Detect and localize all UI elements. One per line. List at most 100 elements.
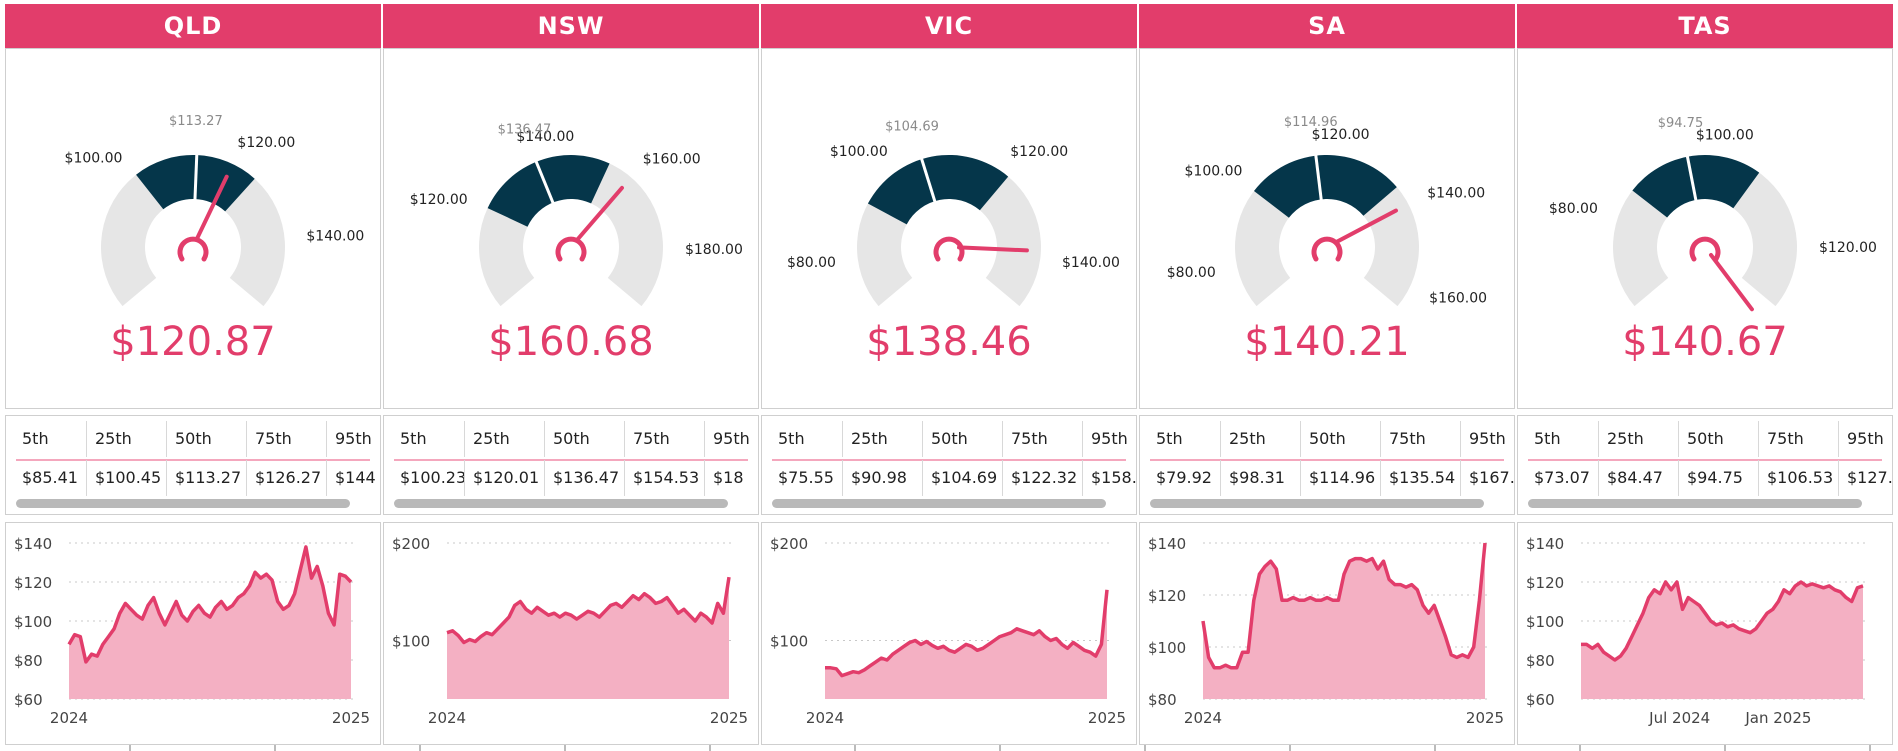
y-tick-label: $120 — [14, 574, 52, 592]
percentile-header[interactable]: 75th — [1758, 421, 1838, 457]
percentile-header[interactable]: 25th — [86, 421, 166, 457]
percentile-header[interactable]: 25th — [464, 421, 544, 457]
region-panel-sa: SA $80.00 $100.00 $120.00 $140.00 $160.00 $114… — [1139, 0, 1515, 745]
gauge-card[interactable]: $100.00 $120.00 $140.00 $113.27 $120.87 — [5, 48, 381, 409]
price-history-chart: $200 $100 2024 2025 — [770, 535, 1126, 727]
percentile-table[interactable]: 5th 25th 50th 75th 95th $73.07 $84.47 $94.75 $10… — [1517, 415, 1893, 515]
percentile-header[interactable]: 75th — [246, 421, 326, 457]
percentile-header[interactable]: 50th — [922, 421, 1002, 457]
gauge-needle — [956, 245, 1029, 253]
horizontal-scrollbar[interactable] — [394, 499, 728, 508]
price-line — [1201, 542, 1487, 670]
percentile-header[interactable]: 25th — [1598, 421, 1678, 457]
percentile-header[interactable]: 5th — [22, 429, 49, 448]
gauge-median-label: $94.75 — [1658, 116, 1704, 131]
gauge-hub — [1311, 236, 1343, 262]
region-title: TAS — [1517, 4, 1893, 48]
current-price: $160.68 — [488, 319, 654, 365]
gauge-chart: $100.00 $120.00 $140.00 $113.27 — [65, 114, 364, 307]
y-tick-label: $80 — [14, 652, 43, 670]
gauge-median-label: $104.69 — [885, 119, 939, 134]
gauge-card[interactable]: $80.00 $100.00 $120.00 $140.00 $104.69 $138.4… — [761, 48, 1137, 409]
gauge-card[interactable]: $80.00 $100.00 $120.00 $94.75 $140.67 — [1517, 48, 1893, 409]
percentile-header[interactable]: 95th — [1082, 421, 1136, 457]
percentile-value: $122.32 — [1002, 460, 1082, 496]
price-history-chart: $140 $120 $100 $80 $60 Jul 2024 Jan 2025 — [1526, 535, 1868, 727]
percentile-header[interactable]: 50th — [1678, 421, 1758, 457]
y-tick-label: $100 — [14, 613, 52, 631]
percentile-header[interactable]: 95th — [326, 421, 380, 457]
percentile-value-row: $73.07 $84.47$94.75$106.53$127.16 — [1528, 460, 1892, 496]
percentile-header[interactable]: 75th — [1002, 421, 1082, 457]
horizontal-scrollbar[interactable] — [1528, 499, 1862, 508]
x-tick-label: 2024 — [806, 709, 844, 727]
percentile-header[interactable]: 95th — [704, 421, 758, 457]
percentile-header[interactable]: 5th — [400, 429, 427, 448]
gauge-tick-label: $120.00 — [237, 135, 295, 151]
horizontal-scrollbar[interactable] — [1150, 499, 1484, 508]
percentile-header[interactable]: 5th — [1534, 429, 1561, 448]
price-history-chart-card[interactable]: $140 $120 $100 $80 $60 2024 2025 — [5, 522, 381, 745]
region-title: SA — [1139, 4, 1515, 48]
percentile-value: $73.07 — [1534, 468, 1590, 487]
gauge-hub — [933, 236, 965, 262]
percentile-header[interactable]: 5th — [778, 429, 805, 448]
gauge-card[interactable]: $120.00 $140.00 $160.00 $180.00 $136.47 $160.… — [383, 48, 759, 409]
gauge-tick-label: $160.00 — [1429, 291, 1487, 307]
y-tick-label: $60 — [14, 691, 43, 709]
y-tick-label: $140 — [14, 535, 52, 553]
percentile-value: $120.01 — [464, 460, 544, 496]
percentile-value: $114.96 — [1300, 460, 1380, 496]
price-history-chart-card[interactable]: $140 $120 $100 $80 2024 2025 — [1139, 522, 1515, 745]
price-history-chart-card[interactable]: $200 $100 2024 2025 — [761, 522, 1137, 745]
percentile-table[interactable]: 5th 25th 50th 75th 95th $85.41 $100.45 $113.27 $… — [5, 415, 381, 515]
region-title: VIC — [761, 4, 1137, 48]
gauge-tick-label: $80.00 — [787, 255, 836, 271]
percentile-table[interactable]: 5th 25th 50th 75th 95th $75.55 $90.98 $104.69 $1… — [761, 415, 1137, 515]
percentile-value-row: $79.92 $98.31$114.96$135.54$167.5 — [1150, 460, 1514, 496]
header-divider — [772, 459, 1126, 461]
price-line — [825, 589, 1109, 678]
price-history-chart-card[interactable]: $200 $100 2024 2025 — [383, 522, 759, 745]
horizontal-scrollbar[interactable] — [772, 499, 1106, 508]
price-line — [1581, 580, 1864, 662]
percentile-value: $167.5 — [1460, 460, 1514, 496]
gauge-needle — [1709, 252, 1754, 312]
y-tick-label: $80 — [1526, 652, 1555, 670]
horizontal-scrollbar[interactable] — [16, 499, 350, 508]
percentile-header[interactable]: 50th — [166, 421, 246, 457]
gauge-needle — [575, 185, 624, 242]
percentile-value: $98.31 — [1220, 460, 1300, 496]
percentile-header[interactable]: 75th — [624, 421, 704, 457]
percentile-value: $75.55 — [778, 468, 834, 487]
percentile-value: $100.45 — [86, 460, 166, 496]
gauge-card[interactable]: $80.00 $100.00 $120.00 $140.00 $160.00 $114.9… — [1139, 48, 1515, 409]
percentile-value: $84.47 — [1598, 460, 1678, 496]
percentile-header-row: 5th 25th 50th 75th 95th — [16, 421, 380, 457]
region-panel-vic: VIC $80.00 $100.00 $120.00 $140.00 $104.69 $13… — [761, 0, 1137, 745]
gauge-tick-label: $120.00 — [1819, 240, 1877, 256]
gauge-tick-label: $140.00 — [306, 228, 364, 244]
gauge-chart: $120.00 $140.00 $160.00 $180.00 $136.47 — [410, 123, 743, 307]
percentile-table[interactable]: 5th 25th 50th 75th 95th $79.92 $98.31 $114.96 $1… — [1139, 415, 1515, 515]
percentile-header[interactable]: 50th — [544, 421, 624, 457]
percentile-header[interactable]: 25th — [842, 421, 922, 457]
percentile-header[interactable]: 95th — [1838, 421, 1892, 457]
percentile-header[interactable]: 5th — [1156, 429, 1183, 448]
percentile-header[interactable]: 50th — [1300, 421, 1380, 457]
gauge-hub — [177, 236, 209, 262]
header-divider — [1150, 459, 1504, 461]
percentile-value-row: $100.23 $120.01 $136.47 $154.53 $18 — [394, 460, 758, 496]
y-tick-label: $100 — [392, 633, 430, 651]
percentile-value: $154.53 — [624, 460, 704, 496]
percentile-header[interactable]: 75th — [1380, 421, 1460, 457]
gauge-median-label: $114.96 — [1284, 115, 1338, 130]
header-divider — [394, 459, 748, 461]
region-panel-qld: QLD $100.00 $120.00 $140.00 $113.27 $120.87 5t… — [5, 0, 381, 745]
gauge-tick-label: $100.00 — [830, 144, 888, 160]
percentile-header[interactable]: 95th — [1460, 421, 1514, 457]
current-price: $138.46 — [866, 319, 1032, 365]
percentile-table[interactable]: 5th 25th 50th 75th 95th $100.23 $120.01 $136.47… — [383, 415, 759, 515]
percentile-header[interactable]: 25th — [1220, 421, 1300, 457]
price-history-chart-card[interactable]: $140 $120 $100 $80 $60 Jul 2024 Jan 2025 — [1517, 522, 1893, 745]
